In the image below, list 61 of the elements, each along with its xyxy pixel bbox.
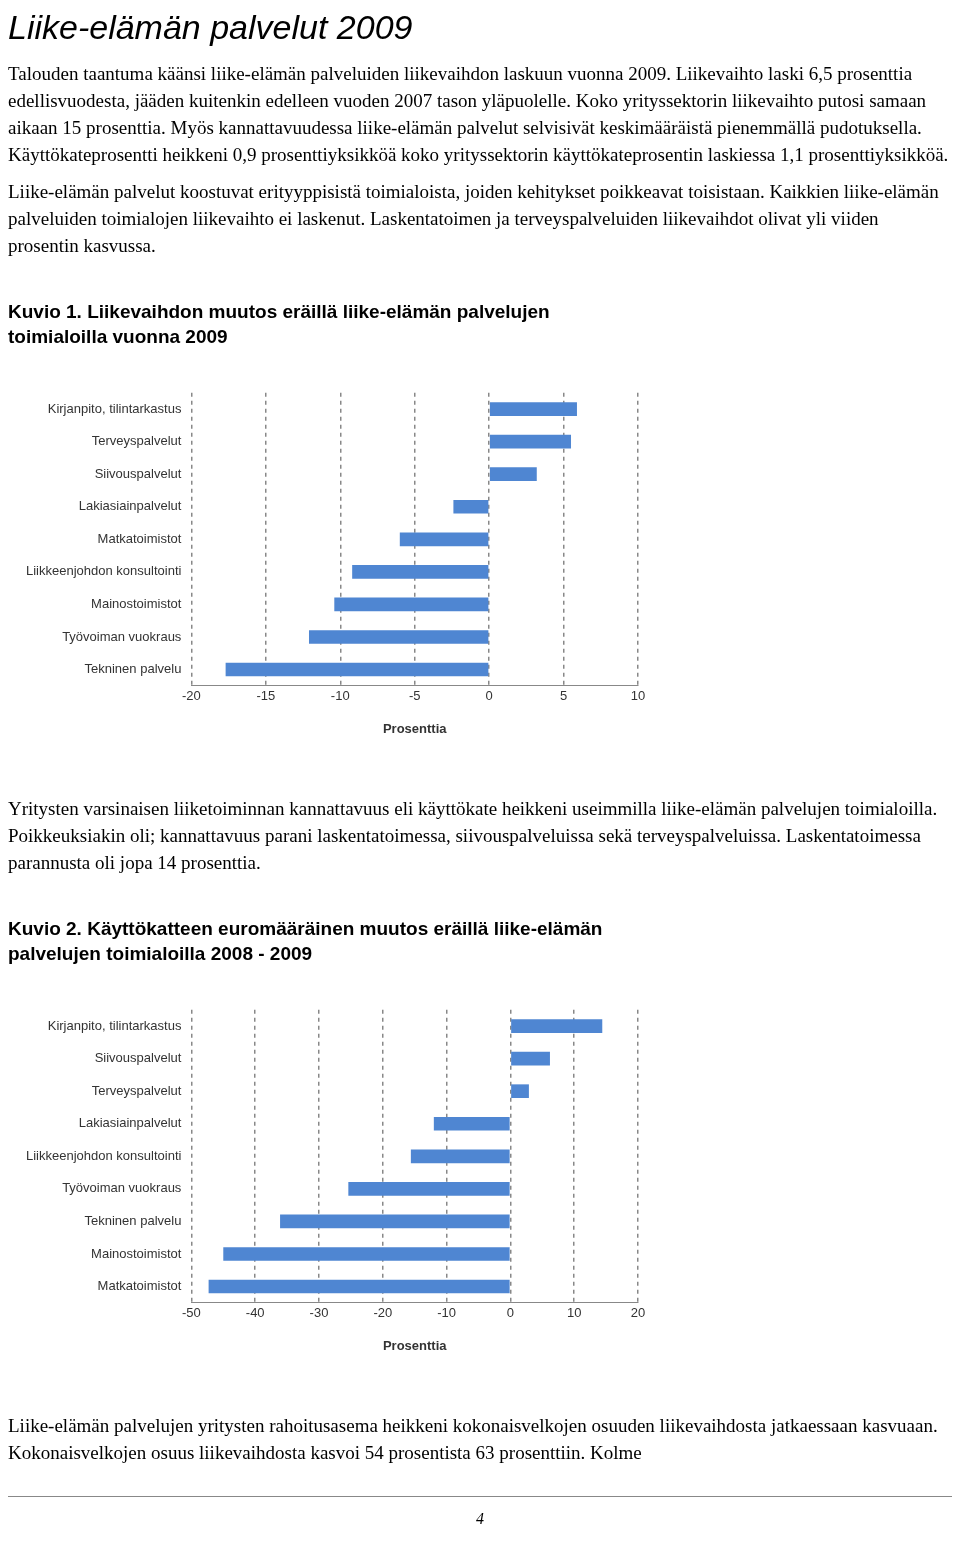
x-axis-title: Prosenttia (382, 1337, 448, 1353)
bar (280, 1214, 510, 1229)
y-tick-label: Kirjanpito, tilintarkastus (47, 400, 182, 416)
bar (511, 1051, 550, 1066)
bar (399, 532, 489, 547)
bar (208, 1279, 510, 1294)
bar (453, 499, 489, 514)
y-tick-label: Työvoiman vuokraus (62, 628, 182, 644)
x-tick-label: -20 (181, 688, 201, 704)
text: Liike-elämän palvelujen yritysten rahoitusasema heikkeni kokonaisvelkojen osuuden liikevaihdosta jatkaessaan kasvuaan. Kokonaisvelkojen osuus liikevaihdosta kasvoi 54 prosentista 63 prosenttiin. Kolme (8, 1414, 939, 1465)
text: Liike-elämän palvelut koostuvat erityyppisistä toimialoista, joiden kehitykset poikkeavat toisistaan. Kaikkien liike-elämän palveluiden toimialojen liikevaihto ei laskenut. Laskentatoimen ja terveyspalveluiden liikevaihdot olivat yli viiden prosentin kasvussa. (8, 180, 940, 258)
y-tick-label: Matkatoimistot (97, 530, 182, 546)
bar (225, 662, 489, 677)
bar (352, 565, 489, 579)
x-tick-label: -5 (408, 688, 421, 704)
bar (223, 1247, 510, 1261)
y-tick-label: Kirjanpito, tilintarkastus (47, 1017, 182, 1033)
x-tick-label: -10 (437, 1305, 456, 1321)
x-tick-label: 10 (630, 688, 646, 704)
x-tick-label: 20 (630, 1305, 646, 1321)
bar (511, 1019, 603, 1033)
text: Talouden taantuma käänsi liike-elämän palveluiden liikevaihdon laskuun vuonna 2009. Liikevaihto laski 6,5 prosenttia edellisvuodesta, jääden kuitenkin edelleen vuoden 2007 tason yläpuolelle. Koko yrityssektorin liikevaihto putosi samaan aikaan 15 prosenttia. Myös kannattavuudessa liike-elämän palvelut selvisivät keskimääräistä pienemmällä pudotuksella. Käyttökateprosentti heikkeni 0,9 prosenttiyksikköä koko yrityssektorin käyttökateprosentin laskiessa 1,1 prosenttiyksikköä. (8, 62, 950, 167)
y-tick-label: Lakiasiainpalvelut (78, 498, 182, 514)
x-tick-label: -30 (309, 1305, 329, 1321)
y-tick-label: Mainostoimistot (91, 1245, 182, 1261)
y-tick-label: Työvoiman vuokraus (62, 1180, 182, 1196)
x-axis-title: Prosenttia (382, 720, 448, 736)
x-tick-label: 0 (485, 688, 493, 704)
y-tick-label: Tekninen palvelu (84, 1212, 182, 1228)
bar (489, 434, 572, 449)
x-tick-label: -10 (330, 688, 350, 704)
x-tick-label: -40 (245, 1305, 265, 1321)
x-tick-label: -20 (373, 1305, 393, 1321)
y-tick-label: Terveyspalvelut (91, 433, 182, 449)
y-tick-label: Lakiasiainpalvelut (78, 1115, 182, 1131)
bar (433, 1116, 510, 1131)
x-tick-label: -50 (181, 1305, 201, 1321)
y-tick-label: Liikkeenjohdon konsultointi (25, 563, 182, 579)
y-tick-label: Terveyspalvelut (91, 1082, 182, 1098)
bar (511, 1084, 529, 1099)
x-tick-label: -15 (256, 688, 276, 704)
bar (334, 597, 489, 612)
x-tick-label: 0 (506, 1305, 515, 1321)
bar (348, 1182, 510, 1196)
text: Liike-elämän palvelut 2009 (8, 8, 414, 46)
text: 4 (475, 1509, 485, 1529)
y-tick-label: Tekninen palvelu (84, 661, 182, 677)
chart-title: Kuvio 1. Liikevaihdon muutos eräillä liike-elämän palvelujen toimialoilla vuonna 2009 (8, 300, 551, 349)
bar (308, 630, 489, 644)
x-tick-label: 10 (566, 1305, 582, 1321)
bar (489, 402, 577, 416)
chart-title: Kuvio 2. Käyttökatteen euromääräinen muutos eräillä liike-elämän palvelujen toimialoilla 2008 - 2009 (8, 917, 604, 966)
bar (489, 467, 537, 482)
y-tick-label: Siivouspalvelut (94, 1050, 182, 1066)
y-tick-label: Matkatoimistot (97, 1278, 182, 1294)
text: Yritysten varsinaisen liiketoiminnan kannattavuus eli käyttökate heikkeni useimmilla liike-elämän palvelujen toimialoilla. Poikkeuksiakin oli; kannattavuus parani laskentatoimessa, siivouspalveluissa sekä terveyspalveluissa. Laskentatoimessa parannusta oli jopa 14 prosenttia. (8, 797, 939, 875)
bar (410, 1149, 510, 1164)
y-tick-label: Siivouspalvelut (94, 465, 182, 481)
y-tick-label: Mainostoimistot (91, 595, 182, 611)
y-tick-label: Liikkeenjohdon konsultointi (25, 1147, 182, 1163)
x-tick-label: 5 (559, 688, 568, 704)
